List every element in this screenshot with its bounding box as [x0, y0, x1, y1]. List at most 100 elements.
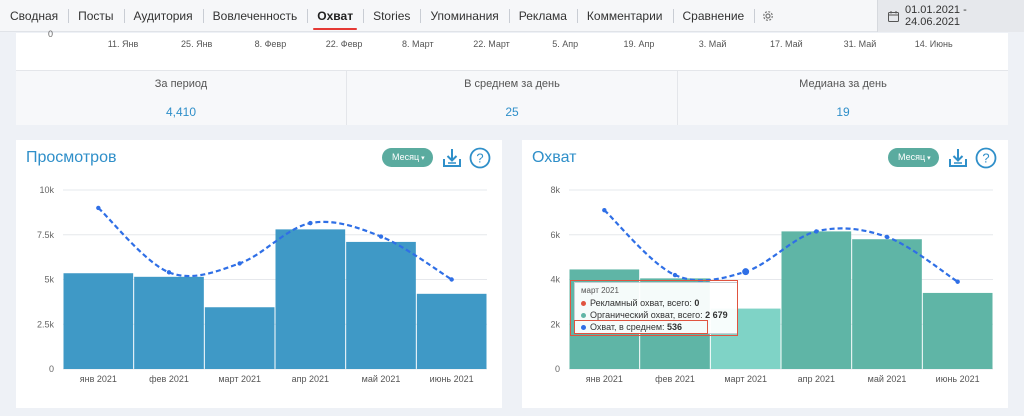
x-tick-label: 8. Февр [254, 39, 287, 49]
stat-label: За период [154, 78, 208, 90]
tab-5[interactable]: Stories [363, 0, 420, 32]
bar[interactable] [204, 307, 275, 369]
settings-gear-icon[interactable] [754, 0, 782, 32]
reach-card: 0 2k 4k 6k 8k янв 2021 фев 2021 март 2021 апр 20… [522, 140, 1008, 408]
trend-point[interactable] [672, 272, 678, 278]
legend-dot [581, 313, 586, 319]
tooltip-value: 536 [667, 322, 683, 332]
tooltip-label: Охват, в среднем: [590, 322, 665, 332]
chevron-down-icon: ▾ [421, 155, 425, 162]
y-tick-label: 2.5k [37, 319, 55, 329]
y-tick-label: 8k [550, 185, 560, 195]
period-select[interactable]: Месяц ▾ [888, 148, 939, 167]
tooltip-value: 0 [694, 298, 700, 308]
x-tick-label: 5. Апр [552, 39, 579, 49]
chart-tooltip: март 2021 Рекламный охват, всего: 0 Орга… [574, 282, 738, 334]
x-tick-label: июнь 2021 [936, 374, 980, 384]
trend-point[interactable] [308, 220, 313, 226]
views-card: 0 2.5k 5k 7.5k 10k янв 2021 фев 2021 март 2021 а… [16, 140, 502, 408]
trend-point[interactable] [237, 261, 242, 266]
tooltip-row-ads: Рекламный охват, всего: 0 [581, 297, 731, 309]
x-tick-label: июнь 2021 [430, 374, 474, 384]
y-tick-label: 7.5k [37, 230, 55, 240]
trend-point[interactable] [884, 234, 890, 240]
legend-dot [581, 301, 586, 307]
x-tick-label: фев 2021 [655, 374, 695, 384]
tab-4[interactable]: Охват [307, 0, 363, 32]
tab-0[interactable]: Сводная [10, 8, 59, 23]
chevron-down-icon: ▾ [927, 155, 931, 162]
tab-1[interactable]: Посты [68, 0, 123, 32]
x-tick-label: май 2021 [362, 374, 401, 384]
x-tick-label: 22. Февр [325, 39, 363, 49]
bar[interactable] [416, 293, 487, 369]
calendar-icon [888, 10, 899, 22]
period-label: Месяц [898, 152, 926, 162]
nav-tabs: Сводная Посты Аудитория Вовлеченность Охват S… [0, 0, 782, 32]
svg-text:?: ? [982, 151, 989, 166]
download-icon[interactable] [441, 147, 463, 169]
stat-total: За период 4,410 [16, 71, 346, 125]
x-tick-label: апр 2021 [798, 374, 835, 384]
period-select[interactable]: Месяц ▾ [382, 148, 433, 167]
bar[interactable] [134, 276, 204, 369]
help-icon[interactable]: ? [975, 147, 997, 169]
trend-point[interactable] [741, 267, 751, 277]
legend-dot [581, 325, 586, 331]
top-chart-y-zero: 0 [48, 29, 54, 39]
y-tick-label: 0 [555, 364, 560, 374]
x-tick-label: март 2021 [724, 374, 767, 384]
x-tick-label: 8. Март [402, 39, 434, 49]
tab-3[interactable]: Вовлеченность [202, 0, 308, 32]
x-tick-label: 17. Май [769, 39, 803, 49]
x-tick-label: май 2021 [868, 374, 907, 384]
stat-label: В среднем за день [464, 78, 560, 90]
tooltip-label: Рекламный охват, всего: [590, 298, 692, 308]
tooltip-value: 2 679 [705, 310, 728, 320]
x-tick-label: апр 2021 [292, 374, 329, 384]
trend-point[interactable] [378, 234, 384, 239]
stat-median: Медиана за день 19 [677, 71, 1008, 125]
bar[interactable] [275, 229, 346, 369]
tooltip-title: март 2021 [581, 286, 619, 295]
tab-9[interactable]: Сравнение [672, 0, 755, 32]
trend-point[interactable] [602, 207, 607, 213]
tab-7[interactable]: Реклама [508, 0, 577, 32]
top-nav: Сводная Посты Аудитория Вовлеченность Охват S… [0, 0, 1024, 32]
bar[interactable] [852, 239, 922, 369]
tab-6[interactable]: Упоминания [420, 0, 508, 32]
views-chart: 0 2.5k 5k 7.5k 10k янв 2021 фев 2021 март 2021 а… [37, 185, 487, 384]
x-tick-label: 22. Март [473, 39, 510, 49]
help-icon[interactable]: ? [469, 147, 491, 169]
tab-8[interactable]: Комментарии [576, 0, 673, 32]
x-tick-label: 31. Май [843, 39, 877, 49]
trend-line [97, 207, 453, 281]
summary-card: 0 11. Янв 25. Янв 8. Февр 22. Февр 8. Март 22… [16, 29, 1008, 125]
trend-point[interactable] [955, 279, 960, 284]
bar[interactable] [781, 231, 852, 369]
trend-point[interactable] [814, 229, 819, 234]
x-tick-label: фев 2021 [149, 374, 189, 384]
tab-2[interactable]: Аудитория [123, 0, 203, 32]
bar[interactable] [63, 273, 134, 369]
stat-value: 4,410 [165, 105, 197, 119]
x-tick-label: 14. Июнь [914, 39, 953, 49]
date-range-picker[interactable]: 01.01.2021 - 24.06.2021 [877, 0, 1024, 32]
reach-title: Охват [532, 149, 577, 166]
download-icon[interactable] [947, 147, 969, 169]
trend-line [603, 209, 959, 283]
trend-point[interactable] [96, 205, 101, 211]
stat-average: В среднем за день 25 [346, 71, 677, 125]
trend-point[interactable] [449, 277, 454, 282]
trend-point[interactable] [166, 270, 172, 275]
svg-text:?: ? [476, 151, 483, 166]
y-tick-label: 4k [550, 275, 560, 285]
bar[interactable] [346, 241, 416, 369]
top-chart-x-axis: 0 11. Янв 25. Янв 8. Февр 22. Февр 8. Март 22… [16, 29, 1008, 71]
bar[interactable] [922, 292, 993, 369]
tooltip-row-organic: Органический охват, всего: 2 679 [581, 309, 731, 321]
tooltip-row-average: Охват, в среднем: 536 [581, 321, 731, 333]
x-tick-label: март 2021 [218, 374, 261, 384]
y-tick-label: 2k [550, 319, 560, 329]
period-label: Месяц [392, 152, 420, 162]
